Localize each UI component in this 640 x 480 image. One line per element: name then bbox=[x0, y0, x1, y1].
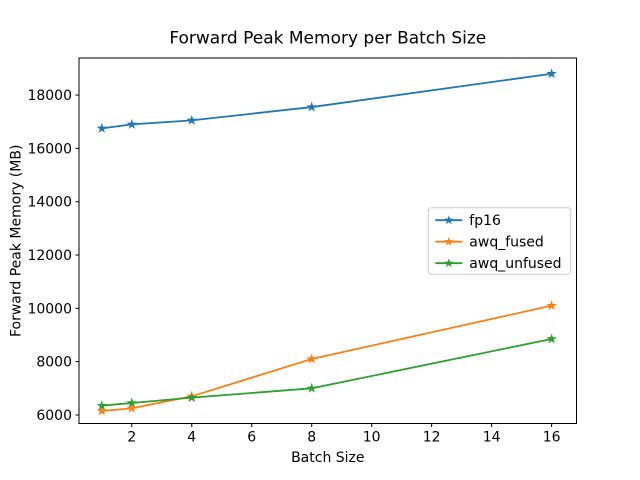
legend-label: awq_fused bbox=[469, 235, 544, 251]
x-tick-label: 8 bbox=[307, 430, 316, 446]
x-tick-label: 4 bbox=[187, 430, 196, 446]
star-marker bbox=[546, 333, 557, 344]
legend-label: fp16 bbox=[469, 213, 501, 229]
x-tick-label: 2 bbox=[127, 430, 136, 446]
x-tick-label: 14 bbox=[483, 430, 501, 446]
x-tick-label: 16 bbox=[543, 430, 561, 446]
star-marker bbox=[126, 402, 138, 413]
legend-label: awq_unfused bbox=[469, 256, 561, 272]
legend-item-fp16: fp16 bbox=[435, 213, 501, 229]
plot-frame bbox=[78, 57, 577, 424]
plot-area bbox=[78, 57, 577, 424]
series-awq_unfused bbox=[96, 333, 557, 411]
chart-title: Forward Peak Memory per Batch Size bbox=[169, 29, 486, 49]
star-marker bbox=[96, 405, 108, 416]
legend-star-marker bbox=[444, 258, 454, 268]
star-marker bbox=[546, 68, 557, 79]
y-tick-label: 8000 bbox=[36, 355, 72, 371]
series-line bbox=[100, 72, 553, 130]
y-tick-label: 6000 bbox=[36, 408, 72, 424]
y-tick-label: 10000 bbox=[27, 301, 72, 317]
star-marker bbox=[126, 118, 138, 129]
x-axis-label: Batch Size bbox=[291, 450, 364, 466]
legend: fp16 awq_fused awq_unfused bbox=[427, 207, 572, 275]
legend-item-awq_unfused: awq_unfused bbox=[435, 256, 562, 272]
y-axis: 6000 8000 10000 12000 14000 16000 18000 bbox=[27, 88, 79, 424]
star-marker bbox=[306, 101, 317, 112]
y-tick-label: 16000 bbox=[27, 141, 72, 157]
x-tick-label: 12 bbox=[423, 430, 441, 446]
star-marker bbox=[306, 382, 317, 393]
legend-star-marker bbox=[444, 215, 454, 225]
x-axis: 2 4 6 8 10 12 14 16 bbox=[127, 423, 561, 446]
legend-item-awq_fused: awq_fused bbox=[435, 235, 544, 251]
series-awq_fused bbox=[96, 300, 557, 416]
legend-frame bbox=[427, 207, 572, 275]
y-tick-label: 14000 bbox=[27, 195, 72, 211]
star-marker bbox=[96, 400, 108, 411]
y-axis-label: Forward Peak Memory (MB) bbox=[9, 145, 25, 337]
star-marker bbox=[126, 397, 138, 408]
legend-star-marker bbox=[444, 236, 454, 246]
series-line bbox=[100, 338, 553, 407]
y-tick-label: 18000 bbox=[27, 88, 72, 104]
series-line bbox=[100, 304, 553, 412]
star-marker bbox=[96, 122, 108, 133]
star-marker bbox=[186, 392, 197, 403]
x-tick-label: 10 bbox=[363, 430, 381, 446]
star-marker bbox=[306, 353, 317, 364]
series-fp16 bbox=[96, 68, 557, 133]
star-marker bbox=[546, 300, 557, 311]
y-tick-label: 12000 bbox=[27, 248, 72, 264]
x-tick-label: 6 bbox=[247, 430, 256, 446]
star-marker bbox=[186, 114, 197, 125]
